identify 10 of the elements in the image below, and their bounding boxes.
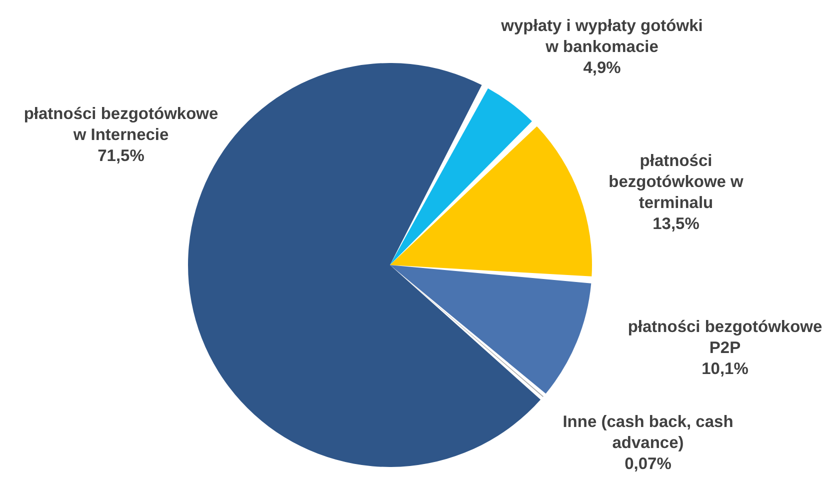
data-label: 0,07% <box>624 455 672 473</box>
slice-label: Inne (cash back, cash advance) <box>562 413 734 452</box>
slice-label: wypłaty i wypłaty gotówki w bankomacie <box>500 17 703 56</box>
data-label: 10,1% <box>702 360 749 378</box>
data-label: 13,5% <box>652 215 700 233</box>
slice-label: płatności bezgotówkowe w Internecie <box>24 105 218 144</box>
data-label: 71,5% <box>98 147 145 165</box>
slice-label: płatności bezgotówkowe P2P <box>628 318 822 357</box>
slice-label: płatności bezgotówkowe w terminalu <box>608 152 744 212</box>
data-label: 4,9% <box>583 59 622 77</box>
